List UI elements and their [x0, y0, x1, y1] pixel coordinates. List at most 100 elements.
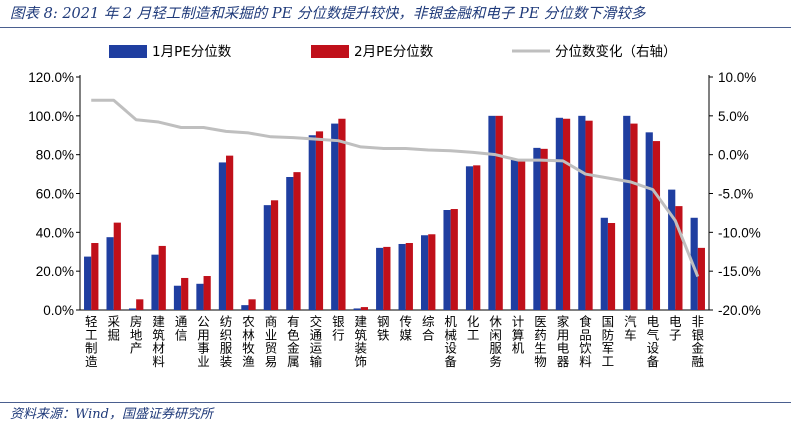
bar-jan	[555, 117, 563, 310]
right-tick-label: 0.0%	[718, 148, 749, 163]
figure-source: 资料来源：Wind，国盛证券研究所	[10, 407, 213, 422]
bar-feb	[226, 155, 234, 310]
legend-label-change: 分位数变化（右轴）	[555, 44, 677, 60]
category-label: 建筑装饰	[355, 314, 368, 369]
bar-feb	[293, 172, 301, 310]
bar-feb	[607, 223, 616, 310]
bar-feb	[518, 159, 526, 310]
bar-feb	[181, 277, 189, 310]
bar-jan	[263, 205, 271, 310]
bar-feb	[383, 246, 391, 310]
bar-jan	[84, 256, 92, 310]
bar-jan	[151, 254, 159, 310]
category-label: 有色金属	[287, 314, 300, 369]
category-label: 食品饮料	[579, 314, 592, 369]
category-label: 房地产	[130, 314, 143, 356]
bar-jan	[173, 285, 182, 310]
bar-feb	[697, 247, 705, 310]
category-label: 非银金融	[692, 314, 705, 369]
left-tick-label: 20.0%	[36, 264, 74, 279]
right-tick-label: -5.0%	[718, 187, 753, 202]
legend-swatch-jan	[109, 45, 147, 58]
bar-jan	[331, 123, 339, 310]
bar-feb	[652, 141, 661, 310]
figure-title: 图表 8: 2021 年 2 月轻工制造和采掘的 PE 分位数提升较快，非银金融…	[10, 6, 646, 22]
top-rule	[0, 27, 791, 28]
legend-label-jan: 1月PE分位数	[152, 44, 232, 60]
bar-feb	[338, 118, 346, 310]
change-line-layer	[91, 98, 700, 278]
bar-jan	[353, 308, 361, 310]
bar-feb	[203, 276, 211, 310]
bar-feb	[473, 165, 481, 310]
bar-feb	[113, 222, 121, 311]
bar-feb	[405, 243, 413, 310]
category-label: 钢铁	[377, 314, 390, 342]
left-tick-label: 100.0%	[28, 109, 74, 124]
category-label: 医药生物	[534, 314, 547, 369]
bars	[84, 115, 705, 311]
bar-jan	[465, 166, 474, 310]
bar-feb	[675, 206, 683, 310]
category-label: 化工	[467, 314, 480, 342]
bar-feb	[360, 307, 368, 310]
bottom-rule	[0, 402, 791, 403]
bar-jan	[645, 132, 653, 310]
category-label: 农林牧渔	[242, 314, 255, 369]
legend: 1月PE分位数 2月PE分位数 分位数变化（右轴）	[109, 44, 677, 60]
bar-jan	[623, 115, 631, 310]
bar-feb	[91, 243, 99, 310]
bar-jan	[128, 308, 137, 310]
bar-feb	[495, 115, 503, 310]
bar-jan	[286, 177, 294, 310]
bar-feb	[270, 200, 279, 310]
chart: 1月PE分位数 2月PE分位数 分位数变化（右轴） 0.0% 20.0% 40.0%…	[28, 44, 761, 369]
bar-jan	[421, 235, 429, 310]
bar-jan	[308, 135, 316, 310]
category-label: 商业贸易	[265, 314, 278, 369]
bar-feb	[248, 299, 256, 310]
bar-jan	[443, 210, 451, 310]
right-tick-label: 5.0%	[718, 109, 749, 124]
bar-jan	[106, 237, 114, 310]
bar-jan	[196, 283, 204, 310]
category-label: 汽车	[624, 314, 637, 342]
bar-jan	[578, 115, 586, 310]
bar-jan	[241, 305, 249, 310]
bar-feb	[562, 118, 571, 310]
bar-jan	[488, 115, 496, 310]
category-label: 建筑材料	[152, 314, 165, 369]
bar-feb	[158, 245, 166, 310]
axes: 0.0% 20.0% 40.0% 60.0% 80.0% 100.0% 120.0% -20.…	[28, 70, 761, 318]
category-label: 电气设备	[647, 314, 660, 369]
bar-jan	[376, 247, 384, 310]
right-tick-label: -15.0%	[718, 264, 761, 279]
bar-feb	[136, 299, 144, 310]
bar-feb	[315, 131, 324, 310]
bar-jan	[510, 158, 519, 310]
legend-swatch-feb	[311, 45, 349, 58]
right-tick-label: -10.0%	[718, 225, 761, 240]
category-label: 休闲服务	[489, 314, 502, 369]
category-label: 国防军工	[602, 314, 615, 369]
category-label: 家用电器	[557, 314, 570, 369]
category-label: 电子	[669, 314, 682, 342]
bar-feb	[428, 234, 436, 310]
category-label: 采掘	[107, 314, 120, 342]
right-tick-label: -20.0%	[718, 303, 761, 318]
bar-feb	[540, 148, 548, 310]
bar-feb	[450, 209, 458, 310]
category-label: 交通运输	[310, 314, 323, 369]
left-tick-label: 120.0%	[28, 70, 74, 85]
legend-label-feb: 2月PE分位数	[354, 44, 434, 60]
category-label: 轻工制造	[85, 314, 98, 369]
category-label: 综合	[422, 314, 435, 342]
left-tick-label: 0.0%	[43, 303, 74, 318]
category-label: 通信	[175, 314, 188, 342]
bar-feb	[585, 120, 593, 310]
category-label: 计算机	[512, 314, 525, 356]
left-tick-label: 40.0%	[36, 225, 74, 240]
bar-jan	[398, 243, 406, 310]
left-tick-label: 80.0%	[36, 148, 74, 163]
right-tick-label: 10.0%	[718, 70, 756, 85]
